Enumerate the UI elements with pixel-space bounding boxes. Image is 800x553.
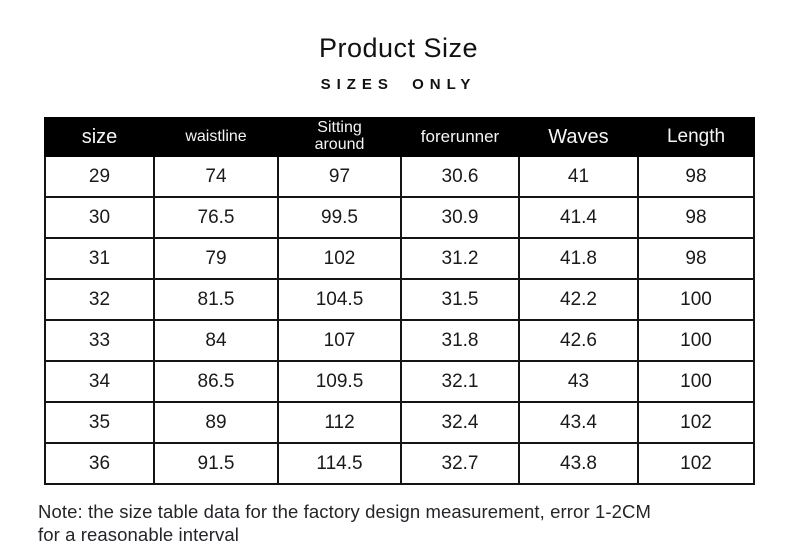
measurement-cell: 31.5 xyxy=(400,278,520,321)
measurement-cell: 102 xyxy=(637,442,755,485)
column-header-waves: Waves xyxy=(518,117,639,157)
measurement-cell: 42.2 xyxy=(518,278,639,321)
measurement-cell: 76.5 xyxy=(153,196,279,239)
measurement-cell: 32.7 xyxy=(400,442,520,485)
measurement-cell: 41.4 xyxy=(518,196,639,239)
measurement-cell: 100 xyxy=(637,319,755,362)
column-header-forerunner: forerunner xyxy=(400,117,520,157)
measurement-cell: 41.8 xyxy=(518,237,639,280)
size-cell: 34 xyxy=(44,360,155,403)
measurement-cell: 104.5 xyxy=(277,278,402,321)
column-header-waistline: waistline xyxy=(153,117,279,157)
measurement-cell: 98 xyxy=(637,196,755,239)
measurement-cell: 102 xyxy=(637,401,755,444)
size-cell: 36 xyxy=(44,442,155,485)
measurement-cell: 89 xyxy=(153,401,279,444)
measurement-cell: 99.5 xyxy=(277,196,402,239)
measurement-cell: 112 xyxy=(277,401,402,444)
size-table-header: size waistline Sitting around forerunner Wav… xyxy=(44,117,755,157)
measurement-note: Note: the size table data for the factor… xyxy=(38,501,651,545)
measurement-cell: 98 xyxy=(637,237,755,280)
measurement-cell: 32.4 xyxy=(400,401,520,444)
table-row: 31 79 102 31.2 41.8 98 xyxy=(44,237,755,280)
measurement-cell: 114.5 xyxy=(277,442,402,485)
size-cell: 29 xyxy=(44,155,155,198)
column-header-sitting-around: Sitting around xyxy=(277,117,402,157)
measurement-cell: 86.5 xyxy=(153,360,279,403)
table-row: 34 86.5 109.5 32.1 43 100 xyxy=(44,360,755,403)
size-cell: 31 xyxy=(44,237,155,280)
measurement-cell: 43 xyxy=(518,360,639,403)
column-header-label: size xyxy=(81,125,118,148)
page-title: Product Size xyxy=(318,33,479,63)
measurement-cell: 97 xyxy=(277,155,402,198)
table-row: 29 74 97 30.6 41 98 xyxy=(44,155,755,198)
measurement-cell: 91.5 xyxy=(153,442,279,485)
measurement-cell: 43.8 xyxy=(518,442,639,485)
measurement-cell: 30.6 xyxy=(400,155,520,198)
table-row: 35 89 112 32.4 43.4 102 xyxy=(44,401,755,444)
table-row: 32 81.5 104.5 31.5 42.2 100 xyxy=(44,278,755,321)
measurement-cell: 81.5 xyxy=(153,278,279,321)
size-cell: 30 xyxy=(44,196,155,239)
column-header-label: forerunner xyxy=(420,127,500,147)
measurement-cell: 30.9 xyxy=(400,196,520,239)
measurement-cell: 107 xyxy=(277,319,402,362)
column-header-size: size xyxy=(44,117,155,157)
column-header-label: Waves xyxy=(548,125,609,148)
size-table: size waistline Sitting around forerunner Wav… xyxy=(44,117,755,485)
measurement-cell: 102 xyxy=(277,237,402,280)
table-row: 30 76.5 99.5 30.9 41.4 98 xyxy=(44,196,755,239)
size-cell: 32 xyxy=(44,278,155,321)
measurement-cell: 84 xyxy=(153,319,279,362)
measurement-cell: 41 xyxy=(518,155,639,198)
column-header-length: Length xyxy=(637,117,755,157)
measurement-cell: 42.6 xyxy=(518,319,639,362)
measurement-cell: 100 xyxy=(637,360,755,403)
header-row: size waistline Sitting around forerunner Wav… xyxy=(44,117,755,157)
measurement-cell: 79 xyxy=(153,237,279,280)
measurement-cell: 43.4 xyxy=(518,401,639,444)
size-table-body: 29 74 97 30.6 41 98 30 76.5 99.5 30.9 41.4 98 31 79 10… xyxy=(44,155,755,485)
table-row: 36 91.5 114.5 32.7 43.8 102 xyxy=(44,442,755,485)
column-header-label: Length xyxy=(666,126,726,148)
measurement-cell: 109.5 xyxy=(277,360,402,403)
measurement-cell: 74 xyxy=(153,155,279,198)
measurement-cell: 98 xyxy=(637,155,755,198)
page-subtitle: SIZES ONLY xyxy=(320,76,477,93)
column-header-label: Sitting around xyxy=(314,119,365,153)
column-header-label: waistline xyxy=(185,127,247,145)
measurement-cell: 31.2 xyxy=(400,237,520,280)
measurement-cell: 100 xyxy=(637,278,755,321)
measurement-cell: 31.8 xyxy=(400,319,520,362)
measurement-cell: 32.1 xyxy=(400,360,520,403)
size-cell: 33 xyxy=(44,319,155,362)
table-row: 33 84 107 31.8 42.6 100 xyxy=(44,319,755,362)
size-cell: 35 xyxy=(44,401,155,444)
